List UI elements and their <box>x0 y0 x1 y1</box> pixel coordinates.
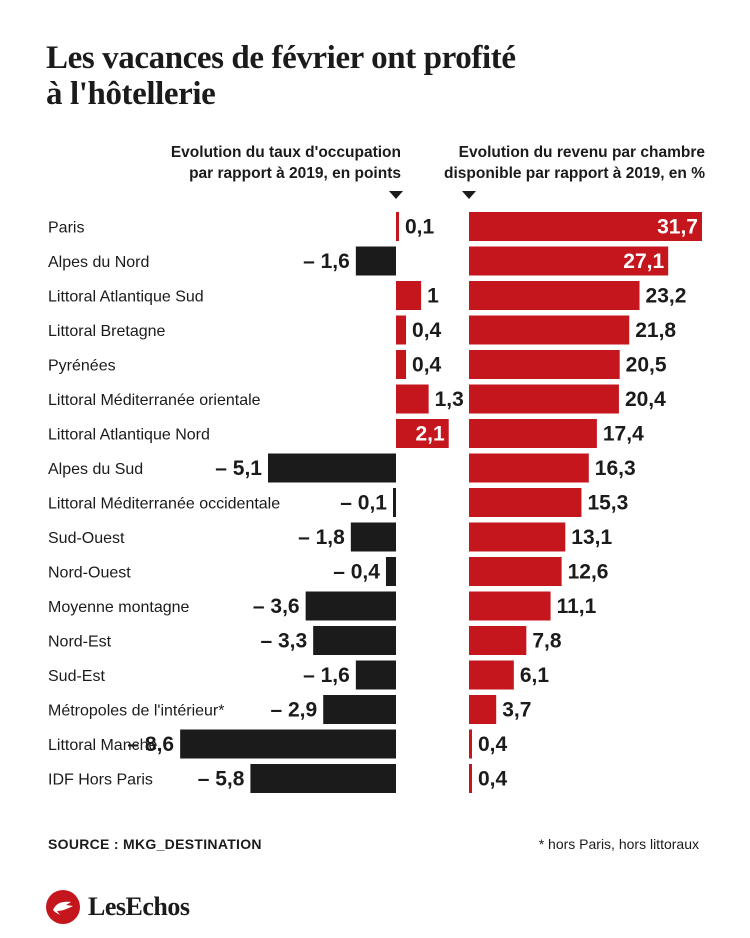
occupancy-bar <box>396 350 407 379</box>
occupancy-value-label: – 5,1 <box>215 457 262 480</box>
category-label: Littoral Atlantique Nord <box>48 427 210 444</box>
revpar-bar <box>469 246 669 276</box>
occupancy-column-header: Evolution du taux d'occupation par rappo… <box>170 144 401 182</box>
revpar-bar <box>469 695 497 724</box>
revpar-bar <box>469 729 472 759</box>
revpar-value-label: 3,7 <box>502 699 531 722</box>
category-label: Littoral Manche <box>48 737 157 754</box>
revpar-value-label: 20,5 <box>626 354 667 377</box>
occupancy-bar <box>355 246 396 276</box>
occupancy-value-label: 0,1 <box>405 216 435 239</box>
occupancy-bar <box>313 626 396 655</box>
revpar-bar <box>469 384 619 414</box>
brand-name: LesEchos <box>88 892 190 921</box>
revpar-bar <box>469 281 640 310</box>
category-label: Pyrénées <box>48 358 116 375</box>
occupancy-value-label: – 3,6 <box>253 595 300 618</box>
category-label: IDF Hors Paris <box>48 772 153 789</box>
occupancy-value-label: 1,3 <box>435 388 464 411</box>
occupancy-value-label: – 8,6 <box>127 733 174 756</box>
revpar-bar <box>469 453 589 483</box>
revpar-value-label: 11,1 <box>557 595 597 618</box>
category-label: Alpes du Sud <box>48 461 143 478</box>
occupancy-bar <box>393 488 396 517</box>
occupancy-value-label: 2,1 <box>416 423 446 446</box>
category-label: Moyenne montagne <box>48 599 190 616</box>
category-label: Littoral Atlantique Sud <box>48 289 204 306</box>
occupancy-value-label: – 0,4 <box>333 561 380 584</box>
occupancy-bar <box>180 729 396 759</box>
occupancy-bar <box>355 660 396 690</box>
revpar-header-arrow-icon <box>462 191 476 199</box>
revpar-bar <box>469 522 566 552</box>
source-note: SOURCE : MKG_DESTINATION <box>48 836 262 852</box>
revpar-value-label: 15,3 <box>587 492 628 515</box>
revpar-bar <box>469 591 551 621</box>
revpar-bar <box>469 557 562 586</box>
occupancy-bar <box>267 453 396 483</box>
revpar-value-label: 0,4 <box>478 768 508 791</box>
category-label: Littoral Méditerranée occidentale <box>48 496 280 513</box>
occupancy-bar <box>385 557 396 586</box>
category-label: Métropoles de l'intérieur* <box>48 703 224 720</box>
brand-logo: LesEchos <box>46 889 190 925</box>
revpar-value-label: 12,6 <box>568 561 609 584</box>
category-label: Sud-Est <box>48 668 105 685</box>
category-label: Paris <box>48 220 84 237</box>
revpar-value-label: 0,4 <box>478 733 508 756</box>
revpar-bar <box>469 660 514 690</box>
occupancy-bar <box>396 212 399 241</box>
category-label: Nord-Ouest <box>48 565 131 582</box>
occupancy-value-label: 0,4 <box>412 319 442 342</box>
revpar-value-label: 20,4 <box>625 388 666 411</box>
revpar-value-label: 21,8 <box>635 319 676 342</box>
revpar-bar <box>469 419 597 448</box>
category-label: Nord-Est <box>48 634 112 651</box>
revpar-bar <box>469 488 582 517</box>
occupancy-value-label: – 2,9 <box>270 699 317 722</box>
footnote: * hors Paris, hors littoraux <box>538 836 699 852</box>
revpar-value-label: 16,3 <box>595 457 636 480</box>
revpar-bar <box>469 626 527 655</box>
occupancy-bar <box>350 522 396 552</box>
revpar-bar <box>469 315 630 345</box>
revpar-value-label: 13,1 <box>571 526 612 549</box>
occupancy-bar <box>250 764 396 793</box>
revpar-value-label: 27,1 <box>623 250 664 273</box>
occupancy-value-label: – 1,6 <box>303 250 350 273</box>
occupancy-value-label: – 3,3 <box>260 630 307 653</box>
revpar-value-label: 6,1 <box>520 664 550 687</box>
occupancy-value-label: – 1,8 <box>298 526 345 549</box>
occupancy-bar <box>323 695 396 724</box>
occupancy-header-arrow-icon <box>389 191 403 199</box>
category-label: Littoral Bretagne <box>48 323 166 340</box>
revpar-value-label: 17,4 <box>603 423 644 446</box>
occupancy-bar <box>396 419 449 448</box>
occupancy-value-label: – 1,6 <box>303 664 350 687</box>
revpar-bar <box>469 350 620 379</box>
occupancy-value-label: 0,4 <box>412 354 442 377</box>
occupancy-bar <box>396 315 407 345</box>
occupancy-value-label: – 0,1 <box>340 492 387 515</box>
revpar-bar <box>469 764 472 793</box>
revpar-column-header: Evolution du revenu par chambre disponib… <box>444 144 705 182</box>
category-label: Sud-Ouest <box>48 530 125 547</box>
category-label: Littoral Méditerranée orientale <box>48 392 261 409</box>
occupancy-bar <box>396 281 422 310</box>
revpar-bar <box>469 212 702 241</box>
les-echos-bird-icon <box>46 890 80 924</box>
occupancy-value-label: – 5,8 <box>198 768 245 791</box>
revpar-value-label: 23,2 <box>646 285 687 308</box>
revpar-value-label: 31,7 <box>657 216 698 239</box>
occupancy-bar <box>396 384 429 414</box>
revpar-value-label: 7,8 <box>532 630 562 653</box>
chart-title: Les vacances de février ont profité à l'… <box>46 40 516 112</box>
category-label: Alpes du Nord <box>48 254 149 271</box>
occupancy-value-label: 1 <box>427 285 439 308</box>
occupancy-bar <box>305 591 396 621</box>
